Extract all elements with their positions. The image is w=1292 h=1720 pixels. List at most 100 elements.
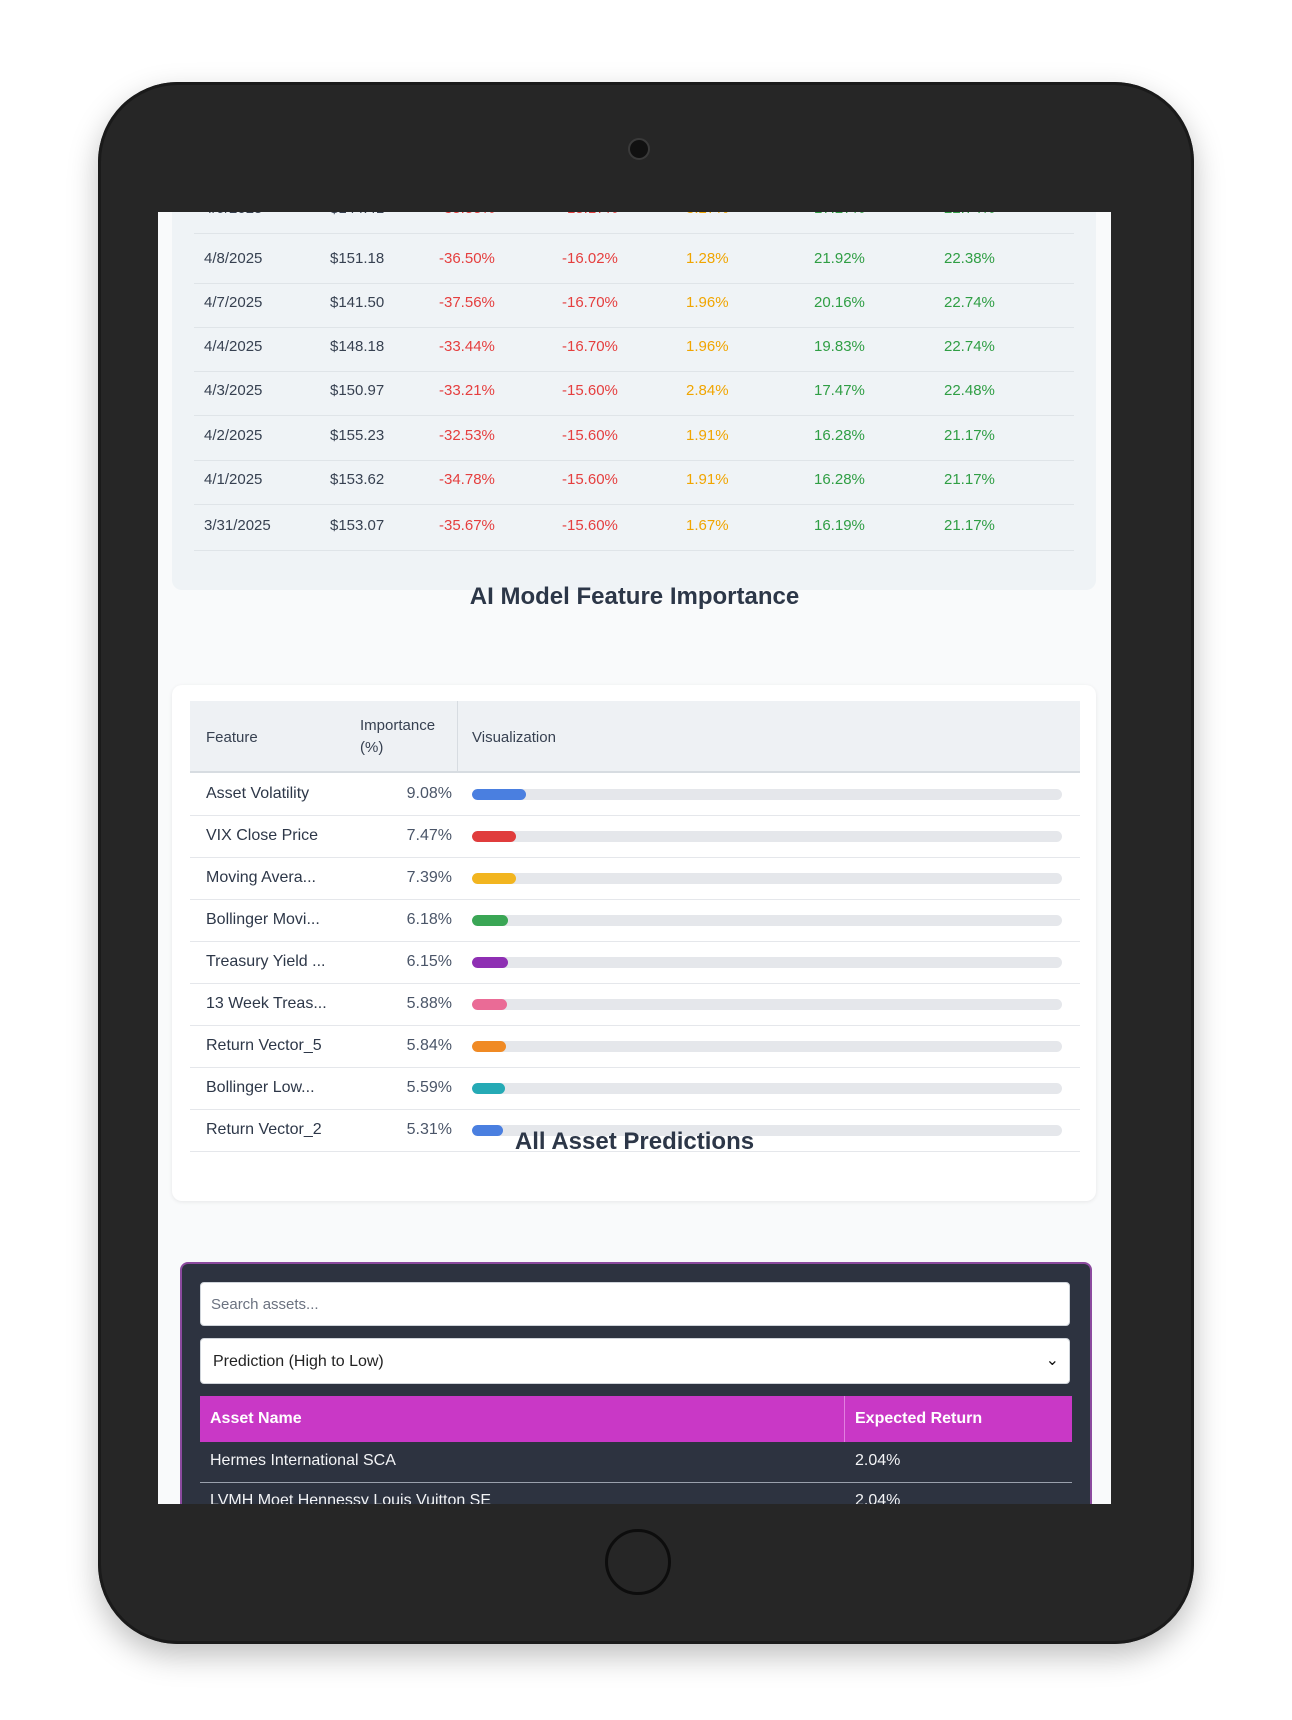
feature-name: Bollinger Low...: [206, 1079, 315, 1096]
date-cell: 4/9/2025: [204, 212, 262, 217]
importance-bar-track: [472, 957, 1062, 968]
date-cell: 4/2/2025: [204, 427, 263, 444]
change-cell: -15.60%: [562, 382, 618, 399]
change-cell: -35.55%: [439, 212, 495, 217]
importance-bar-track: [472, 915, 1062, 926]
feature-row: 13 Week Treas... 5.88%: [190, 983, 1080, 1026]
table-row: 3/31/2025 $153.07 -35.67% -15.60% 1.67% 16.19…: [194, 501, 1074, 551]
importance-bar-track: [472, 1041, 1062, 1052]
change-cell: -32.53%: [439, 427, 495, 444]
prediction-row[interactable]: Hermes International SCA 2.04%: [200, 1442, 1072, 1483]
table-row: 4/2/2025 $155.23 -32.53% -15.60% 1.91% 16.28%…: [194, 411, 1074, 461]
feature-importance-value: 5.88%: [406, 995, 452, 1012]
feature-row: VIX Close Price 7.47%: [190, 815, 1080, 858]
change-cell: 1.96%: [686, 294, 729, 311]
feature-row: Bollinger Low... 5.59%: [190, 1067, 1080, 1110]
change-cell: -16.70%: [562, 338, 618, 355]
importance-bar-fill: [472, 1083, 505, 1094]
table-row: 4/4/2025 $148.18 -33.44% -16.70% 1.96% 19.83%…: [194, 322, 1074, 372]
feature-name: Return Vector_2: [206, 1121, 322, 1138]
feature-importance-title: AI Model Feature Importance: [469, 583, 800, 610]
home-button[interactable]: [605, 1529, 671, 1595]
change-cell: 2.84%: [686, 382, 729, 399]
expected-return: 2.04%: [855, 1492, 901, 1504]
change-cell: -15.60%: [562, 471, 618, 488]
change-cell: -15.60%: [562, 427, 618, 444]
change-cell: -33.44%: [439, 338, 495, 355]
change-cell: 17.47%: [814, 382, 865, 399]
asset-name: Hermes International SCA: [210, 1452, 396, 1469]
importance-bar-fill: [472, 999, 507, 1010]
predictions-card: Prediction (High to Low) ⌄ Asset Name Ex…: [180, 1262, 1092, 1504]
change-cell: 21.17%: [944, 517, 995, 534]
header-feature: Feature: [206, 729, 258, 746]
price-cell: $148.18: [330, 338, 385, 355]
header-asset-name[interactable]: Asset Name: [210, 1410, 302, 1427]
change-cell: 3.27%: [686, 212, 729, 217]
change-cell: -33.21%: [439, 382, 495, 399]
feature-name: Treasury Yield ...: [206, 953, 326, 970]
change-cell: 22.74%: [944, 212, 995, 217]
screen: 4/9/2025 $144.41 -35.55% -15.17% 3.27% 17.27%…: [158, 212, 1111, 1504]
predictions-title: All Asset Predictions: [514, 1128, 755, 1155]
feature-name: 13 Week Treas...: [206, 995, 327, 1012]
price-cell: $141.50: [330, 294, 385, 311]
feature-row: Return Vector_2 5.31%: [190, 1109, 1080, 1152]
price-cell: $155.23: [330, 427, 385, 444]
feature-importance-value: 7.47%: [406, 827, 452, 844]
change-cell: 1.28%: [686, 250, 729, 267]
importance-bar-fill: [472, 1125, 504, 1136]
price-cell: $153.07: [330, 517, 385, 534]
header-expected-return[interactable]: Expected Return: [855, 1410, 983, 1427]
header-visualization: Visualization: [472, 729, 556, 746]
change-cell: 20.16%: [814, 294, 865, 311]
camera-icon: [628, 138, 650, 160]
importance-bar-track: [472, 831, 1062, 842]
prediction-row[interactable]: LVMH Moet Hennessy Louis Vuitton SE 2.04%: [200, 1482, 1072, 1504]
feature-name: Bollinger Movi...: [206, 911, 320, 928]
chevron-down-icon: ⌄: [1045, 1352, 1059, 1369]
feature-row: Treasury Yield ... 6.15%: [190, 941, 1080, 984]
change-cell: 17.27%: [814, 212, 865, 217]
tablet-frame: 4/9/2025 $144.41 -35.55% -15.17% 3.27% 17.27%…: [98, 82, 1194, 1644]
feature-importance-value: 5.84%: [406, 1037, 452, 1054]
importance-bar-fill: [472, 1041, 507, 1052]
price-history-table: 4/9/2025 $144.41 -35.55% -15.17% 3.27% 17.27%…: [172, 212, 1096, 590]
expected-return: 2.04%: [855, 1452, 901, 1469]
sort-select[interactable]: Prediction (High to Low) ⌄: [200, 1338, 1070, 1384]
change-cell: 22.74%: [944, 294, 995, 311]
table-row: 4/1/2025 $153.62 -34.78% -15.60% 1.91% 16.28%…: [194, 455, 1074, 505]
importance-bar-fill: [472, 831, 517, 842]
date-cell: 3/31/2025: [204, 517, 271, 534]
change-cell: 1.96%: [686, 338, 729, 355]
table-row: 4/3/2025 $150.97 -33.21% -15.60% 2.84% 17.47%…: [194, 366, 1074, 416]
feature-name: VIX Close Price: [206, 827, 319, 844]
importance-bar-track: [472, 1125, 1062, 1136]
header-divider: [457, 701, 458, 771]
change-cell: 16.28%: [814, 471, 865, 488]
change-cell: -35.67%: [439, 517, 495, 534]
feature-importance-value: 5.31%: [406, 1121, 452, 1138]
change-cell: -37.56%: [439, 294, 495, 311]
change-cell: 16.19%: [814, 517, 865, 534]
change-cell: 21.17%: [944, 471, 995, 488]
importance-bar-track: [472, 1083, 1062, 1094]
change-cell: 21.17%: [944, 427, 995, 444]
change-cell: -15.60%: [562, 517, 618, 534]
header-importance: Importance (%): [360, 717, 436, 756]
importance-bar-fill: [472, 789, 526, 800]
change-cell: 1.91%: [686, 471, 729, 488]
feature-importance-value: 6.15%: [406, 953, 452, 970]
price-cell: $153.62: [330, 471, 385, 488]
date-cell: 4/4/2025: [204, 338, 263, 355]
table-row: 4/8/2025 $151.18 -36.50% -16.02% 1.28% 21.92%…: [194, 234, 1074, 284]
price-cell: $151.18: [330, 250, 385, 267]
change-cell: 22.74%: [944, 338, 995, 355]
importance-bar-fill: [472, 873, 516, 884]
header-divider: [844, 1396, 845, 1442]
search-assets-input[interactable]: [200, 1282, 1070, 1326]
feature-row: Return Vector_5 5.84%: [190, 1025, 1080, 1068]
change-cell: 1.91%: [686, 427, 729, 444]
change-cell: 21.92%: [814, 250, 865, 267]
feature-importance-value: 6.18%: [406, 911, 452, 928]
